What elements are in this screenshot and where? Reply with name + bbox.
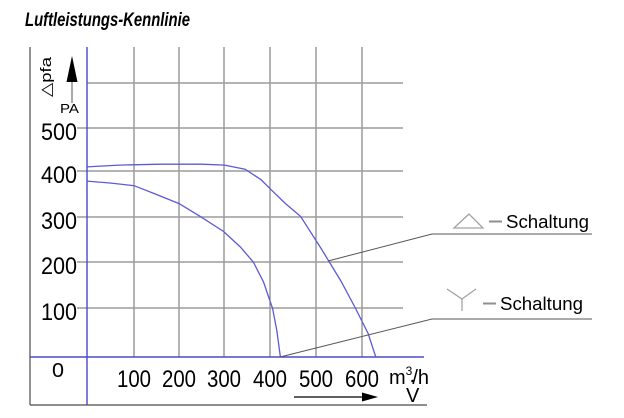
x-tick-500: 500: [299, 366, 333, 393]
x-tick-600: 600: [345, 366, 379, 393]
star-symbol-icon: [446, 288, 477, 311]
y-tick-400: 400: [41, 162, 77, 189]
x-tick-200: 200: [162, 366, 196, 393]
unit-exponent: 3: [406, 364, 413, 378]
y-tick-100: 100: [41, 299, 77, 326]
star-curve: [86, 180, 282, 358]
y-axis-arrow-icon: [66, 56, 78, 103]
origin-label: 0: [52, 360, 64, 382]
legend-delta: Schaltung: [452, 212, 589, 232]
y-arrow-head: [66, 56, 78, 82]
flow-dot: [411, 379, 414, 383]
grid-horizontal: [77, 82, 403, 309]
delta-leader-line: [327, 233, 592, 262]
legend-star: Schaltung: [446, 288, 583, 314]
y-tick-300: 300: [41, 208, 77, 235]
x-arrow-head: [362, 392, 378, 402]
y-tick-200: 200: [41, 253, 77, 280]
chart-title: Luftleistungs-Kennlinie: [25, 10, 190, 31]
x-axis-unit: m3/h: [389, 364, 429, 389]
x-axis-arrow-icon: [294, 392, 378, 402]
grid-vertical: [133, 47, 363, 357]
unit-denominator: /h: [412, 367, 429, 389]
x-tick-300: 300: [207, 366, 241, 393]
delta-symbol-icon: [452, 213, 485, 229]
unit-base: m: [389, 367, 406, 389]
y-tick-labels: 500 400 300 200 100 0: [41, 119, 77, 382]
star-leader-line: [279, 318, 592, 358]
flow-symbol: V: [406, 385, 420, 407]
x-tick-400: 400: [253, 366, 287, 393]
x-tick-100: 100: [117, 366, 151, 393]
delta-curve: [86, 163, 377, 358]
legend-delta-label: Schaltung: [506, 212, 589, 232]
legend-star-label: Schaltung: [500, 294, 583, 314]
y-tick-500: 500: [41, 119, 77, 146]
x-tick-labels: 100 200 300 400 500 600: [117, 366, 379, 393]
y-axis-unit: PA: [60, 101, 79, 116]
y-axis-label: △pfa: [38, 56, 55, 97]
